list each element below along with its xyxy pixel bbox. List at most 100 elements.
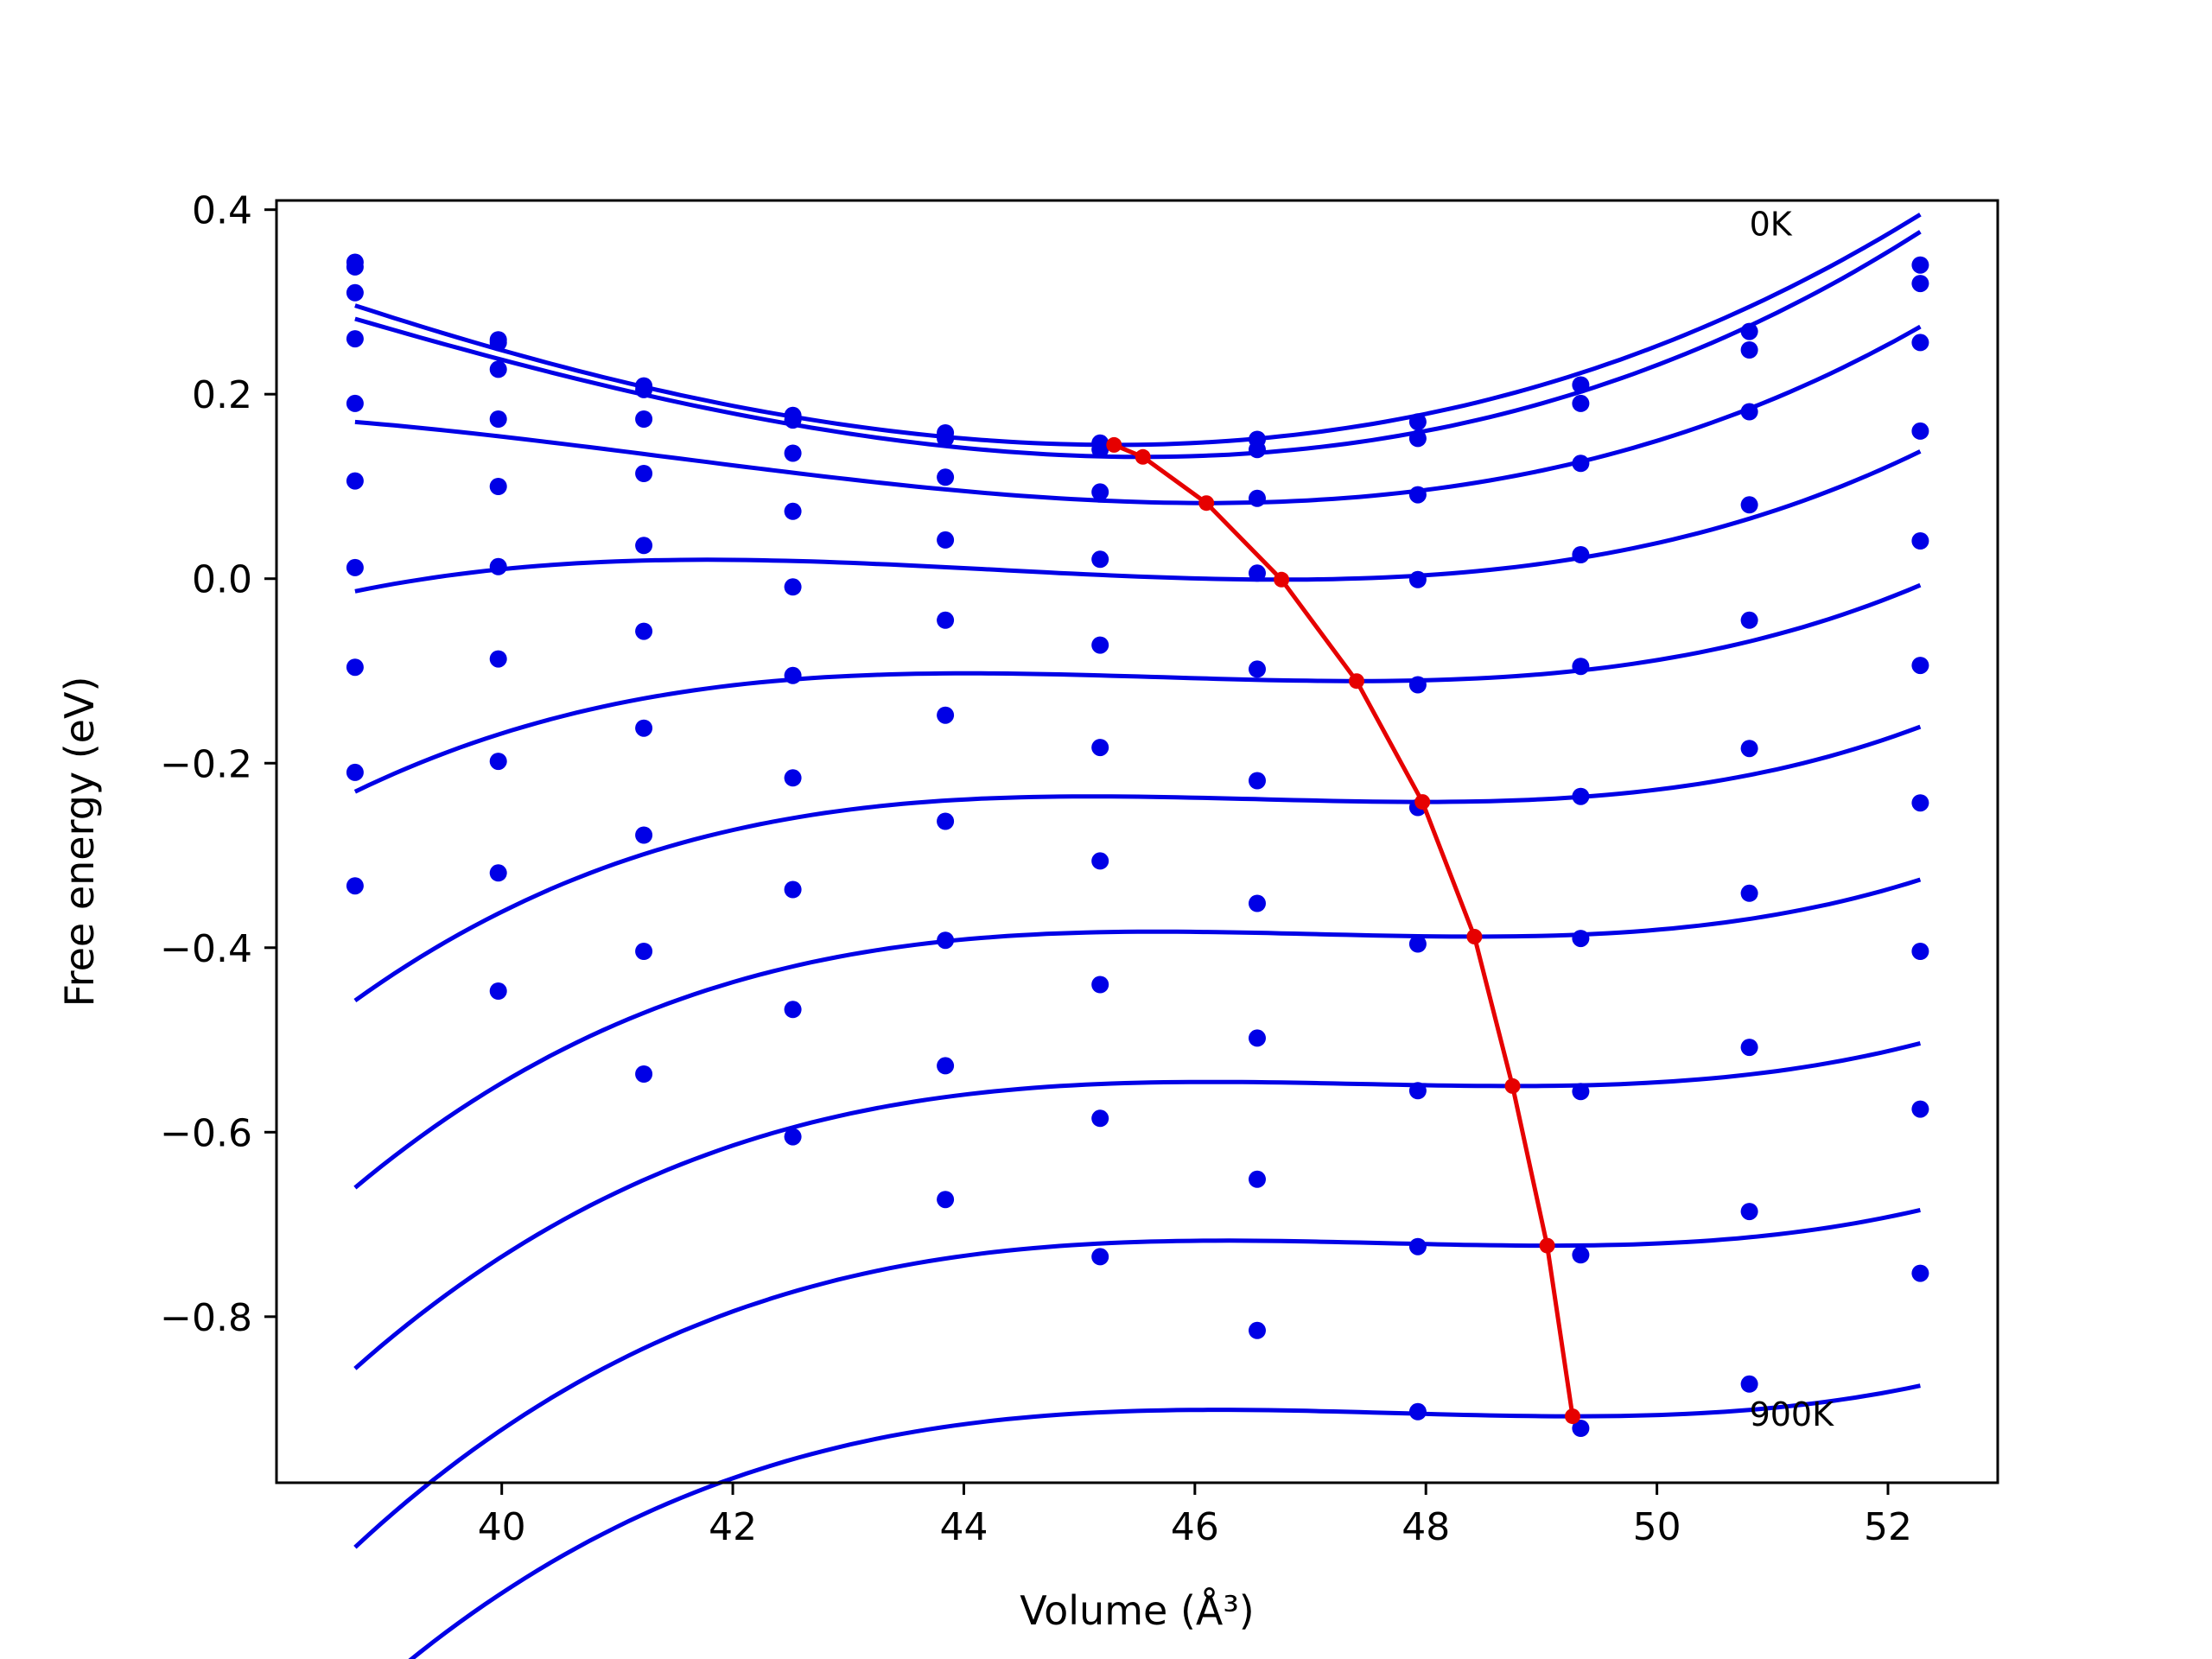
data-point [1911, 657, 1929, 675]
fit-curves [353, 213, 1922, 1659]
data-point [1740, 1203, 1758, 1221]
minimum-point [1414, 794, 1431, 810]
data-point [489, 360, 507, 378]
data-point [1408, 413, 1427, 431]
data-point [635, 1065, 653, 1083]
data-point [346, 472, 364, 490]
x-tick-label: 40 [478, 1505, 526, 1549]
data-point [489, 982, 507, 1000]
data-point [1740, 1039, 1758, 1057]
y-axis-ticks: 0.4 0.2 0.0 −0.2 −0.4 −0.6 −0.8 [160, 189, 276, 1340]
fit-curve-9 [408, 1383, 1921, 1659]
x-tick-label: 46 [1171, 1505, 1219, 1549]
minimum-point [1466, 929, 1483, 944]
data-point [1740, 496, 1758, 514]
data-point [635, 719, 653, 737]
data-point [489, 410, 507, 428]
data-point [784, 1128, 802, 1146]
fit-curve-5 [353, 724, 1922, 1003]
y-axis-title: Free energy (eV) [56, 677, 103, 1007]
x-tick-label: 52 [1864, 1505, 1912, 1549]
minimum-point [1106, 436, 1122, 453]
data-point [346, 283, 364, 302]
data-point [1249, 660, 1266, 678]
data-point [784, 502, 802, 520]
minimum-point [1565, 1408, 1580, 1425]
minima-trace [1106, 436, 1580, 1425]
data-point [489, 864, 507, 882]
minima-line [1113, 442, 1575, 1417]
data-point [1091, 852, 1109, 870]
data-point [346, 330, 364, 348]
data-point [1249, 1029, 1266, 1047]
y-tick-label: −0.6 [160, 1111, 252, 1155]
data-point [1572, 394, 1590, 412]
data-point [1572, 658, 1590, 676]
data-point [1911, 275, 1929, 293]
data-point [489, 650, 507, 668]
data-point [1911, 532, 1929, 550]
data-point [937, 931, 955, 950]
data-point [635, 465, 653, 482]
fit-curve-7 [353, 1040, 1922, 1370]
data-point [489, 753, 507, 771]
data-point [784, 666, 802, 684]
data-point [635, 943, 653, 960]
data-point [1408, 1237, 1427, 1255]
plot-frame [275, 199, 1999, 1484]
data-point [635, 410, 653, 428]
data-point [1911, 1264, 1929, 1282]
data-point [1091, 1248, 1109, 1266]
data-point [1249, 489, 1266, 507]
data-point [1249, 1321, 1266, 1339]
data-point [1091, 441, 1109, 459]
data-point [1740, 1375, 1758, 1393]
data-point [937, 531, 955, 549]
data-point [1740, 884, 1758, 902]
data-point [784, 1001, 802, 1019]
minimum-point [1504, 1077, 1521, 1094]
data-point [937, 429, 955, 448]
y-tick-label: −0.8 [160, 1296, 252, 1340]
x-tick-label: 44 [939, 1505, 988, 1549]
data-point [937, 1191, 955, 1209]
data-point [784, 578, 802, 596]
data-point [1911, 794, 1929, 812]
y-tick-label: 0.4 [192, 189, 252, 233]
data-point [1911, 334, 1929, 352]
data-point [1572, 454, 1590, 473]
data-point [1572, 1083, 1590, 1101]
x-axis-title: Volume (Å³) [1020, 1587, 1255, 1634]
data-point [346, 394, 364, 412]
fit-curve-2 [354, 324, 1922, 505]
data-point [937, 812, 955, 830]
data-point [1408, 935, 1427, 953]
data-point [1740, 403, 1758, 421]
x-axis-ticks: 40 42 44 46 48 50 52 [478, 1483, 1912, 1549]
data-point [346, 877, 364, 895]
data-point [784, 880, 802, 899]
temperature-annotation: 0K [1750, 206, 1793, 244]
data-point [1572, 1246, 1590, 1264]
data-point [937, 468, 955, 486]
fit-curve-4 [353, 582, 1922, 794]
annotations: 0K 900K [1750, 206, 1835, 1433]
data-point [635, 826, 653, 844]
data-point [489, 557, 507, 575]
minimum-point [1198, 495, 1215, 512]
data-point [1249, 894, 1266, 912]
data-point [1091, 976, 1109, 994]
data-point [346, 763, 364, 781]
data-point [1911, 256, 1929, 274]
y-tick-label: −0.4 [160, 927, 252, 971]
data-point [346, 658, 364, 677]
y-tick-label: −0.2 [160, 742, 252, 786]
plot-background [276, 200, 1998, 1483]
data-point [1572, 376, 1590, 394]
data-points [346, 253, 1929, 1437]
data-point [1408, 486, 1427, 504]
minimum-point [1539, 1237, 1555, 1254]
minimum-point [1274, 571, 1290, 588]
data-point [1740, 740, 1758, 758]
